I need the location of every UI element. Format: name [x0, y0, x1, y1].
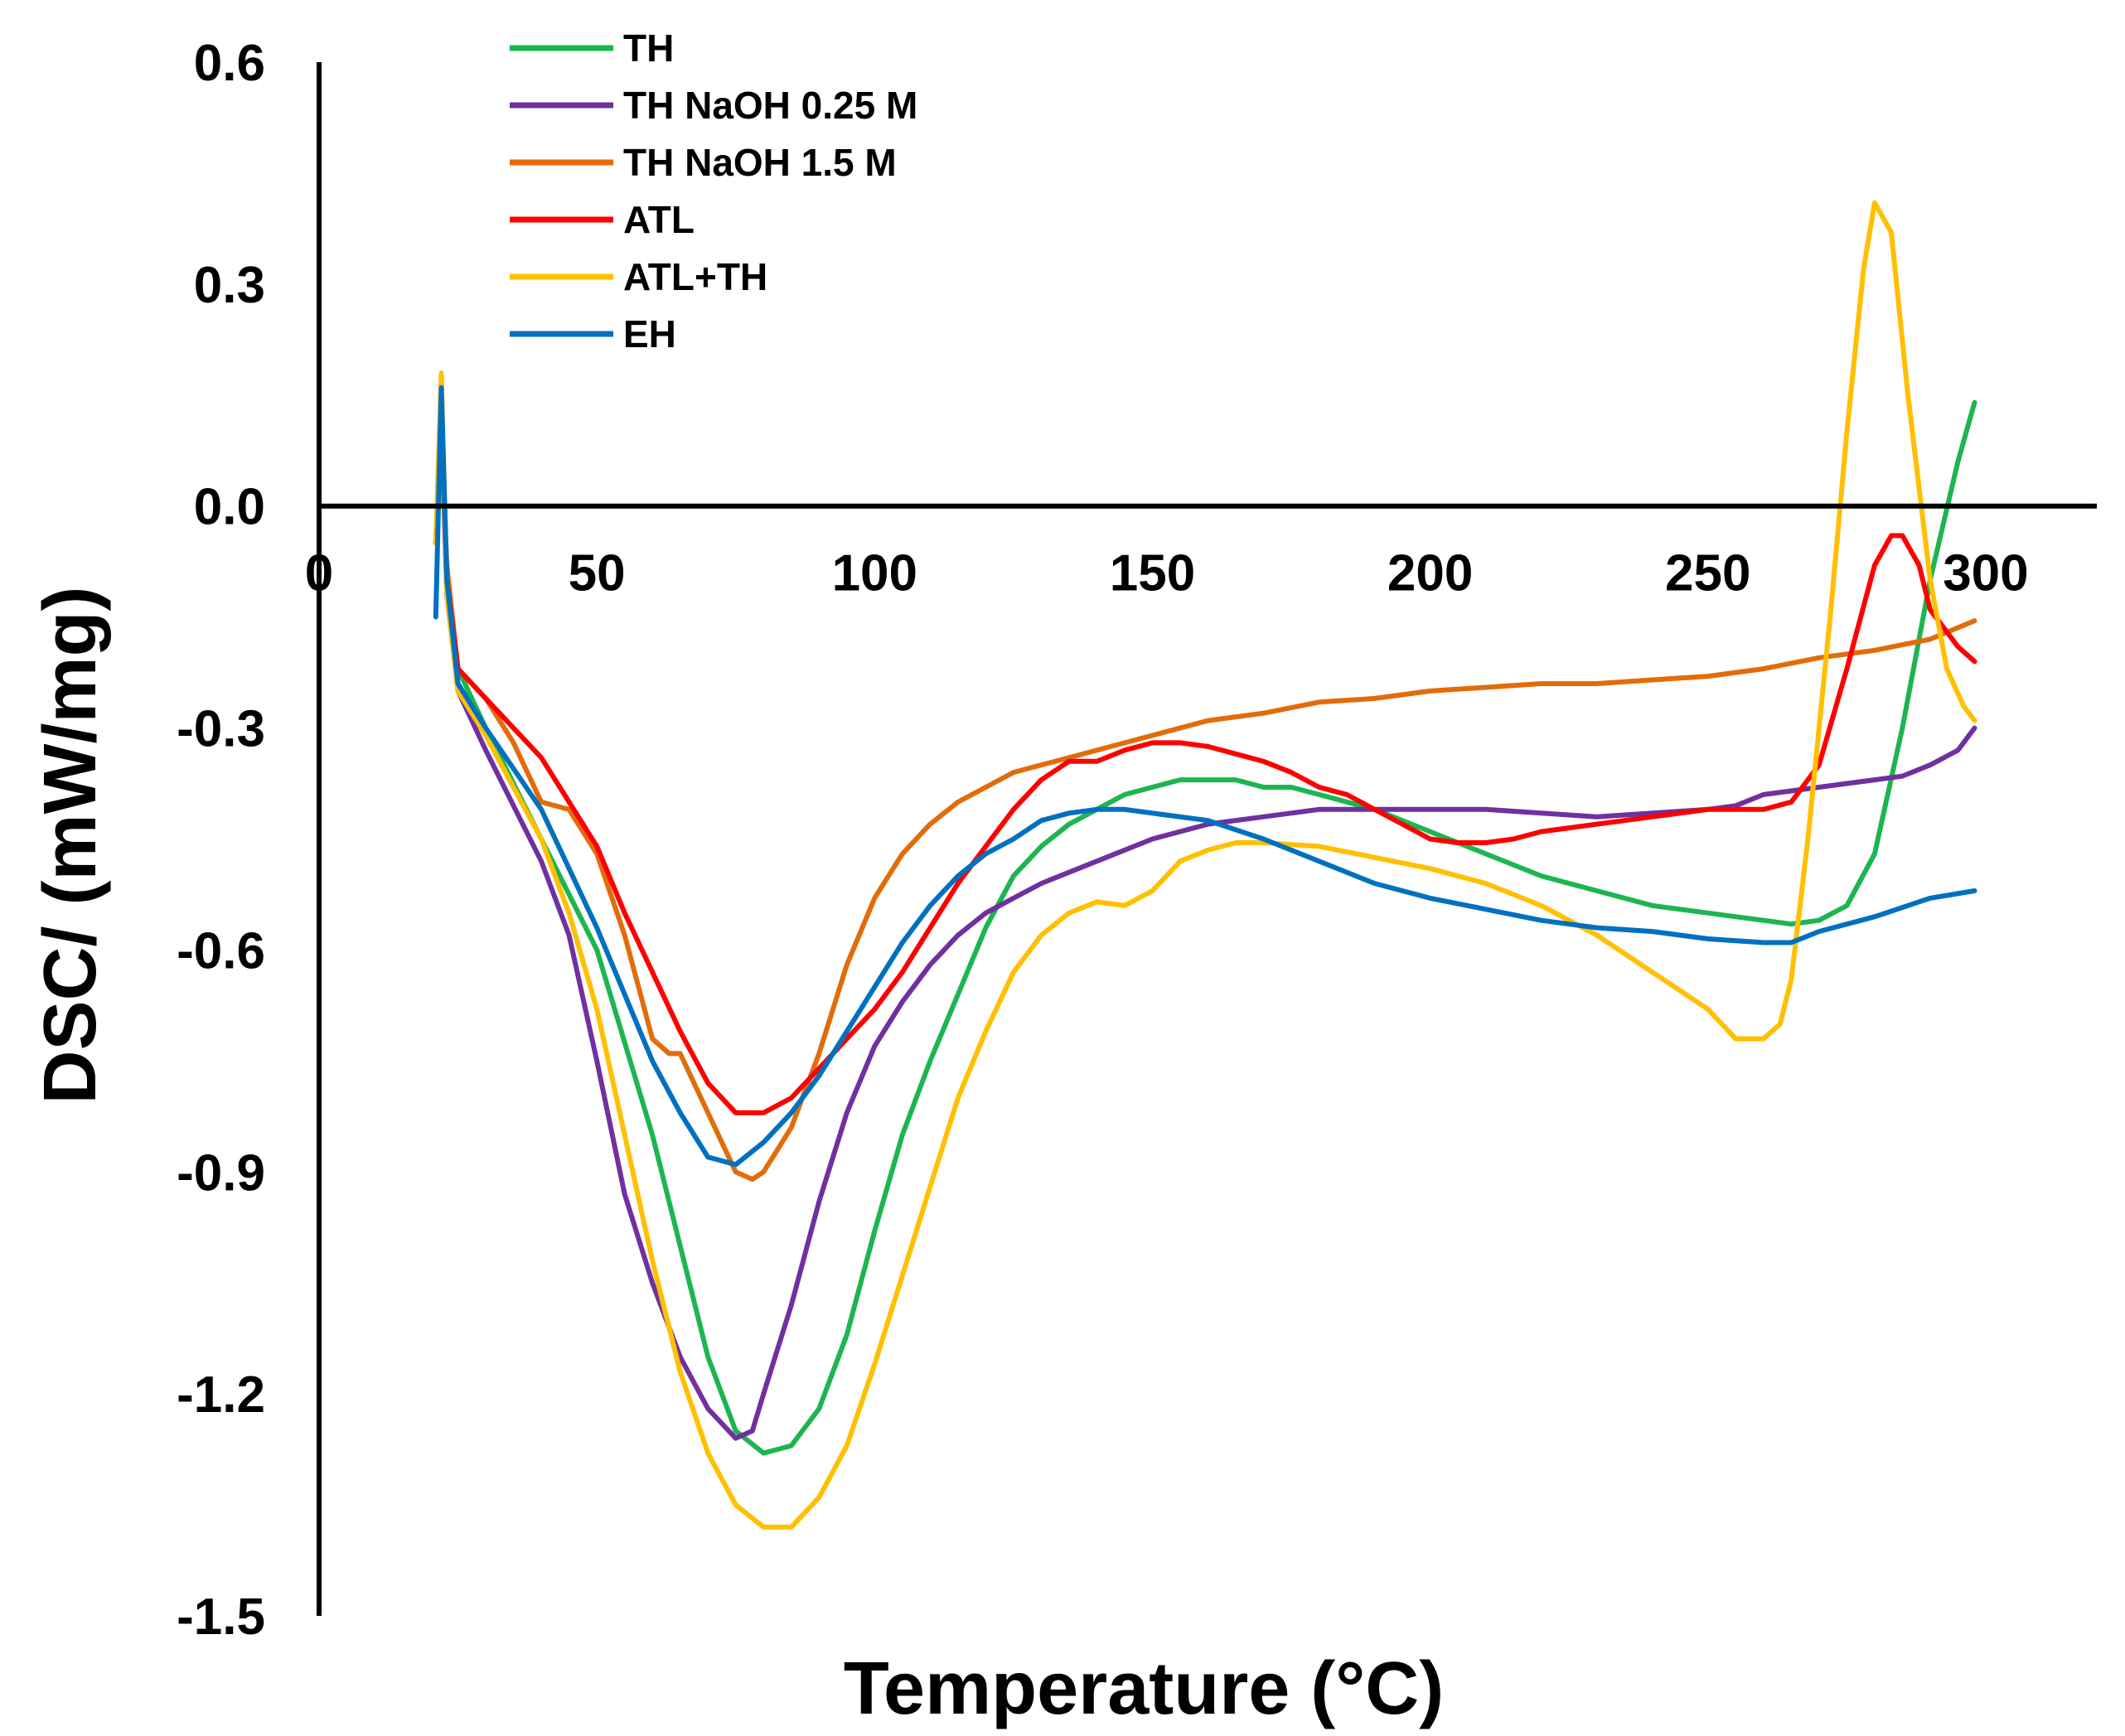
series-line	[433, 399, 1977, 1456]
legend: TH TH NaOH 0.25 M TH NaOH 1.5 M ATL ATL+TH EH	[510, 27, 917, 355]
y-tick-labels: 0.6 0.3 0.0 -0.3 -0.6 -0.9 -1.2 -1.5	[177, 35, 265, 1646]
y-tick-label: 0.6	[194, 35, 265, 92]
x-tick-label: 150	[1110, 545, 1195, 602]
y-tick-label: 0.0	[194, 479, 265, 536]
x-tick-label: 100	[832, 545, 917, 602]
series-line	[433, 414, 1977, 1441]
y-tick-label: -0.3	[177, 701, 265, 758]
legend-label: ATL+TH	[623, 255, 767, 298]
y-tick-label: -1.2	[177, 1366, 265, 1424]
legend-label: TH NaOH 0.25 M	[623, 84, 917, 127]
data-curves	[433, 200, 1977, 1530]
series-line	[433, 399, 1977, 1115]
series-line	[433, 444, 1977, 1182]
legend-label: TH	[623, 27, 674, 70]
legend-label: ATL	[623, 198, 695, 241]
x-tick-labels: 0 50 100 150 200 250 300	[305, 545, 2029, 602]
x-tick-label: 250	[1665, 545, 1750, 602]
x-tick-label: 300	[1943, 545, 2028, 602]
legend-label: TH NaOH 1.5 M	[623, 141, 897, 184]
y-tick-label: -0.9	[177, 1144, 265, 1202]
x-tick-label: 0	[305, 545, 333, 602]
y-tick-label: -1.5	[177, 1589, 265, 1646]
x-tick-label: 200	[1387, 545, 1473, 602]
series-line	[433, 384, 1977, 1168]
series-line	[433, 200, 1977, 1530]
y-tick-label: 0.3	[194, 257, 265, 314]
y-tick-label: -0.6	[177, 922, 265, 979]
legend-label: EH	[623, 312, 676, 355]
y-axis-title: DSC/ (mW/mg)	[29, 587, 112, 1105]
x-tick-label: 50	[569, 545, 626, 602]
x-axis-title: Temperature (°C)	[844, 1647, 1444, 1730]
